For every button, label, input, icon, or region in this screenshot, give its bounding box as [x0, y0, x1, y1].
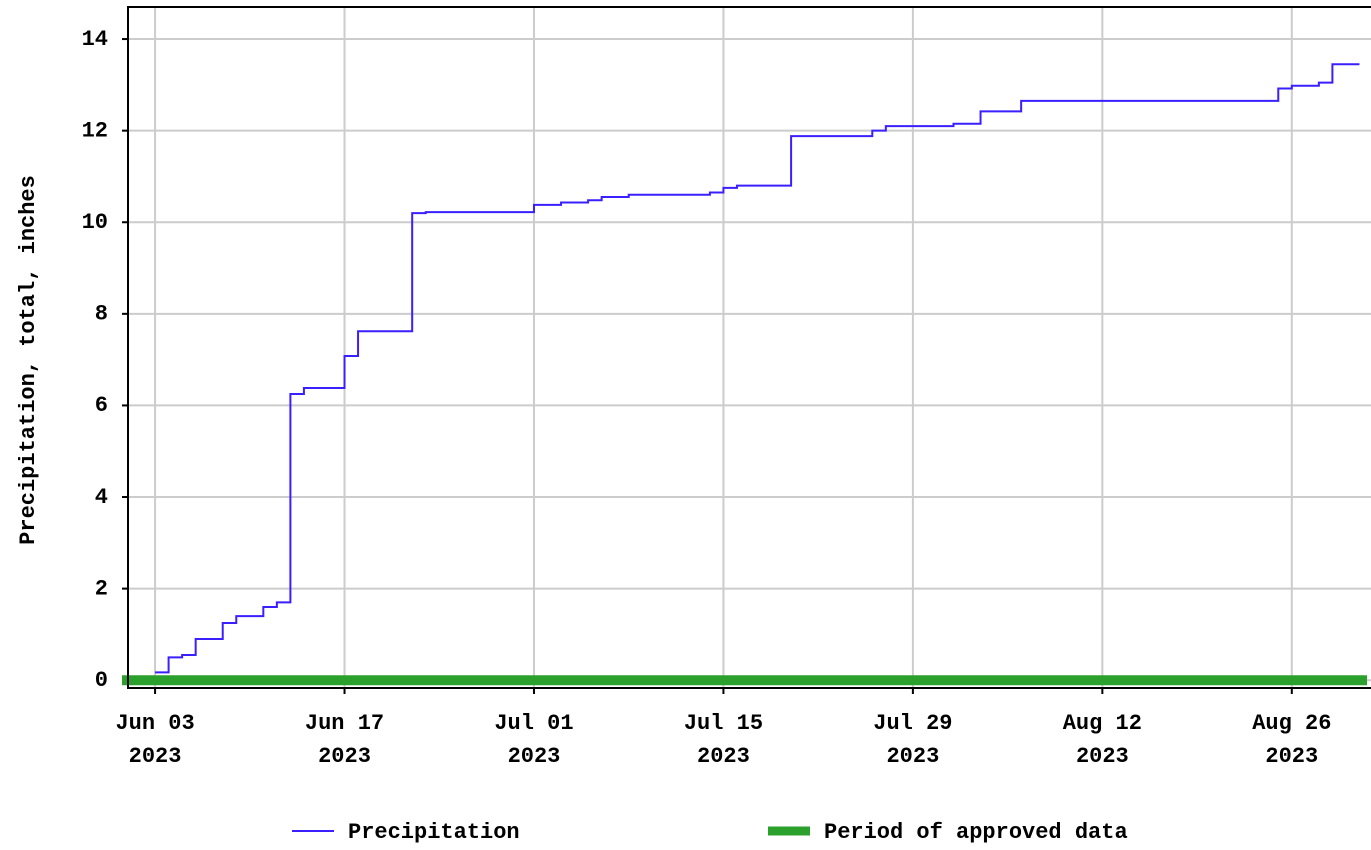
x-tick-label: Jun 03 [115, 711, 194, 736]
x-tick-label: Jul 01 [494, 711, 573, 736]
x-tick-label: 2023 [129, 744, 182, 769]
x-tick-label: Aug 26 [1252, 711, 1331, 736]
x-tick-label: Jun 17 [305, 711, 384, 736]
x-tick-label: Aug 12 [1063, 711, 1142, 736]
y-tick-label: 14 [82, 27, 108, 52]
x-tick-label: 2023 [697, 744, 750, 769]
x-tick-label: 2023 [1265, 744, 1318, 769]
y-tick-label: 8 [95, 302, 108, 327]
y-tick-label: 10 [82, 210, 108, 235]
y-tick-label: 0 [95, 668, 108, 693]
y-tick-label: 12 [82, 118, 108, 143]
y-tick-label: 2 [95, 576, 108, 601]
x-tick-label: Jul 15 [684, 711, 763, 736]
x-tick-label: 2023 [508, 744, 561, 769]
step-line [155, 63, 1360, 674]
legend-label: Precipitation [348, 820, 520, 845]
x-tick-label: 2023 [318, 744, 371, 769]
plot-frame [127, 6, 1371, 689]
y-tick-label: 6 [95, 393, 108, 418]
y-tick-label: 4 [95, 485, 108, 510]
legend-label: Period of approved data [824, 820, 1128, 845]
y-axis-label: Precipitation, total, inches [16, 175, 41, 545]
x-tick-label: 2023 [1076, 744, 1129, 769]
x-tick-label: Jul 29 [873, 711, 952, 736]
x-tick-label: 2023 [886, 744, 939, 769]
